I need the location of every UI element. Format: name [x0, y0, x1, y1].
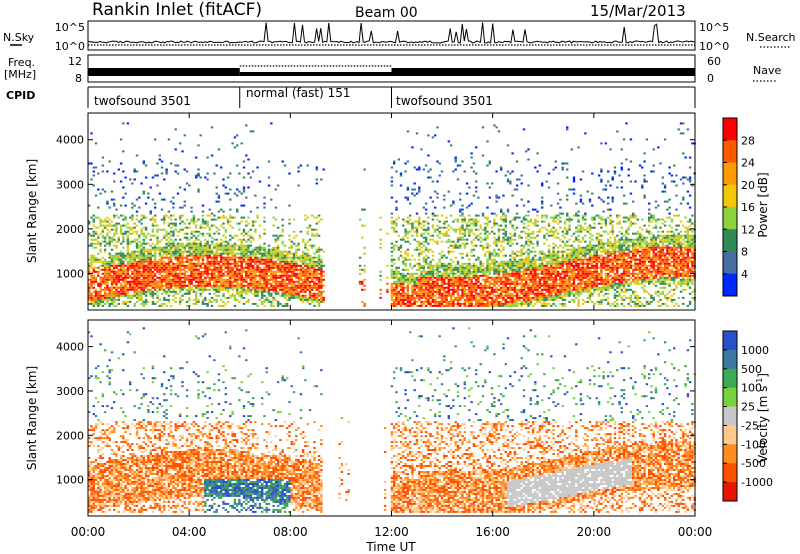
- frequency-trace: [88, 65, 695, 76]
- velocity-colorbar-tick: 1000: [741, 344, 769, 357]
- noise-left-tick-bottom: 10^0: [55, 40, 85, 53]
- velocity-colorbar-swatch: [723, 463, 737, 483]
- power-colorbar-tick: 24: [741, 157, 755, 170]
- power-ytick-label: 4000: [56, 134, 84, 147]
- time-tick-label: 16:00: [475, 525, 510, 539]
- time-tick-label: 00:00: [71, 525, 106, 539]
- cpid-segment-twofsound-2: twofsound 3501: [396, 94, 493, 108]
- nave-label: Nave: [753, 64, 781, 77]
- velocity-colorbar-swatch: [723, 482, 737, 502]
- time-axis-label: Time UT: [365, 540, 416, 554]
- velocity-label-main: Velocity [m s: [756, 386, 770, 463]
- velocity-label-sup: -1: [755, 378, 764, 386]
- power-colorbar-swatch: [723, 162, 737, 186]
- time-tick-label: 08:00: [273, 525, 308, 539]
- power-panel: 1000 2000 3000 4000 Slant Range [km] 28 24 20…: [25, 112, 770, 311]
- velocity-label-end: ]: [756, 373, 770, 378]
- cpid-strip: twofsound 3501 normal (fast) 151 twofsou…: [87, 86, 696, 108]
- beam-title: Beam 00: [355, 5, 418, 21]
- power-colorbar-label: Power [dB]: [756, 172, 770, 237]
- power-colorbar-tick: 28: [741, 134, 755, 147]
- velocity-ytick-label: 2000: [56, 429, 84, 442]
- power-heatmap: [88, 122, 696, 307]
- date-title: 15/Mar/2013: [590, 2, 686, 20]
- noise-panel: 10^5 10^0 10^5 10^0: [55, 20, 729, 53]
- frequency-panel: 12 8 60 0: [68, 54, 721, 85]
- power-colorbar-swatch: [723, 184, 737, 208]
- velocity-heatmap: [88, 327, 696, 513]
- velocity-colorbar-swatch: [723, 387, 737, 408]
- time-tick-label: 12:00: [374, 525, 409, 539]
- time-tick-label: 00:00: [678, 525, 713, 539]
- velocity-colorbar-tick: 25: [741, 401, 755, 414]
- power-colorbar-tick: 12: [741, 223, 755, 236]
- power-colorbar-tick: 16: [741, 201, 755, 214]
- noise-left-tick-top: 10^5: [55, 21, 85, 34]
- velocity-colorbar-swatch: [723, 425, 737, 445]
- noise-frame: [87, 20, 696, 51]
- power-colorbar-tick: 20: [741, 179, 755, 192]
- power-ytick-label: 3000: [56, 178, 84, 191]
- freq-label-2: [MHz]: [4, 68, 36, 81]
- nsearch-label: N.Search: [746, 31, 796, 44]
- velocity-colorbar-tick: -1000: [741, 476, 773, 489]
- nsky-label: N.Sky: [3, 31, 35, 44]
- time-tick-label: 04:00: [172, 525, 207, 539]
- velocity-panel: 1000 2000 3000 4000 00:00 04:00 08:00 12:00 16:…: [25, 113, 773, 554]
- station-title: Rankin Inlet (fitACF): [92, 0, 262, 20]
- power-colorbar-swatch: [723, 251, 737, 275]
- noise-right-tick-top: 10^5: [699, 21, 729, 34]
- frequency-frame: [87, 54, 696, 83]
- power-colorbar-swatch: [723, 118, 737, 141]
- power-ytick-label: 1000: [56, 267, 84, 280]
- velocity-colorbar-tick: 100: [741, 382, 762, 395]
- power-ylabel: Slant Range [km]: [25, 159, 39, 263]
- cpid-label: CPID: [6, 89, 35, 102]
- power-colorbar-swatch: [723, 229, 737, 252]
- power-colorbar-tick: 4: [741, 268, 748, 281]
- velocity-ytick-label: 1000: [56, 474, 84, 487]
- freq-left-tick-top: 12: [68, 55, 82, 68]
- velocity-colorbar-label: Velocity [m s-1]: [755, 373, 770, 463]
- velocity-ytick-label: 4000: [56, 341, 84, 354]
- velocity-colorbar-tick: -500: [741, 457, 766, 470]
- velocity-colorbar-tick: -100: [741, 438, 766, 451]
- velocity-colorbar-tick: -25: [741, 419, 759, 432]
- cpid-segment-normal-fast: normal (fast) 151: [246, 86, 350, 100]
- freq-label-1: Freq.: [8, 56, 35, 69]
- power-colorbar-swatch: [723, 140, 737, 163]
- velocity-ytick-label: 3000: [56, 385, 84, 398]
- velocity-colorbar-swatch: [723, 331, 737, 351]
- power-colorbar-swatch: [723, 273, 737, 297]
- noise-trace: [87, 22, 696, 46]
- velocity-colorbar-swatch: [723, 368, 737, 389]
- velocity-ylabel: Slant Range [km]: [25, 366, 39, 470]
- power-colorbar-swatch: [723, 207, 737, 230]
- velocity-colorbar-swatch: [723, 406, 737, 426]
- velocity-colorbar-swatch: [723, 349, 737, 370]
- cpid-segment-twofsound-1: twofsound 3501: [94, 94, 191, 108]
- power-colorbar-tick: 8: [741, 246, 748, 259]
- velocity-colorbar-swatch: [723, 444, 737, 464]
- velocity-colorbar-tick: 500: [741, 363, 762, 376]
- nave-right-tick-top: 60: [707, 55, 721, 68]
- power-ytick-label: 2000: [56, 223, 84, 236]
- noise-right-tick-bottom: 10^0: [699, 40, 729, 53]
- freq-left-tick-bottom: 8: [75, 72, 82, 85]
- time-tick-label: 20:00: [577, 525, 612, 539]
- nave-right-tick-bottom: 0: [707, 72, 714, 85]
